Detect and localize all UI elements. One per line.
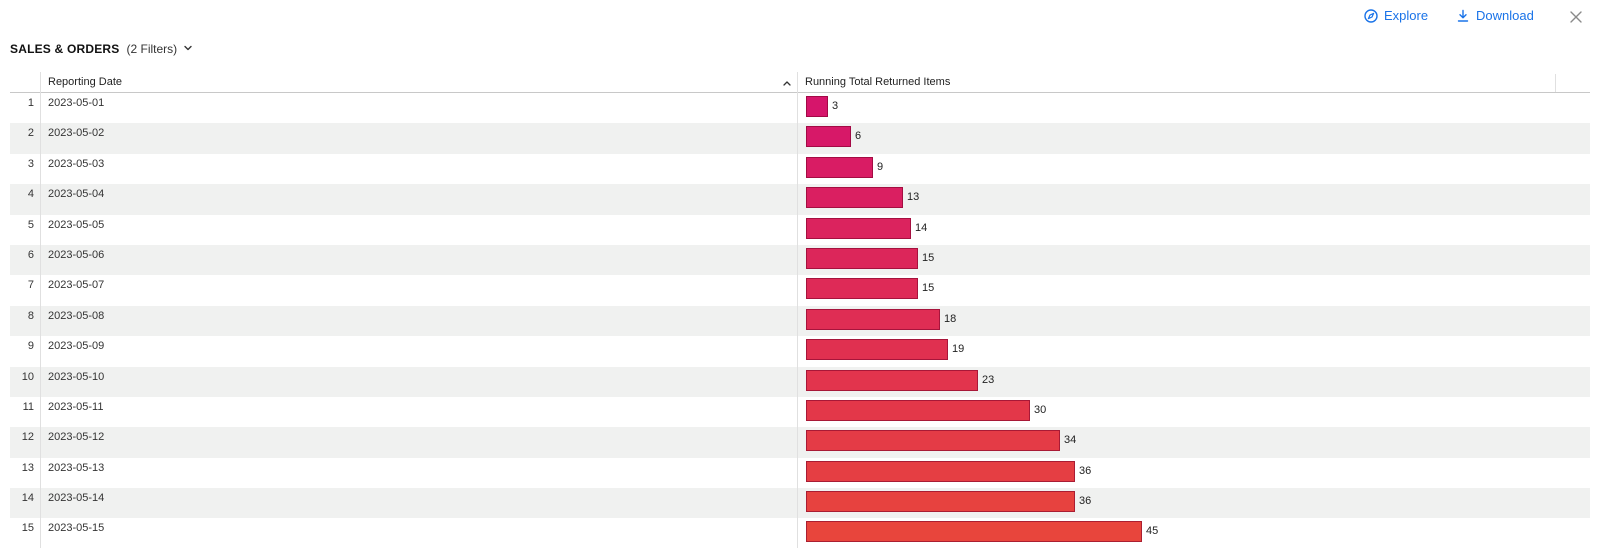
row-index: 10: [21, 370, 34, 383]
download-button[interactable]: Download: [1456, 8, 1534, 23]
value-label: 6: [855, 130, 862, 143]
reporting-date-cell: 2023-05-09: [48, 340, 105, 353]
reporting-date-cell: 2023-05-06: [48, 248, 105, 261]
table-row[interactable]: 13 2023-05-13 36: [10, 458, 1590, 488]
value-bar: [806, 491, 1075, 513]
value-label: 30: [1034, 403, 1047, 416]
row-index: 11: [22, 400, 34, 413]
row-index: 2: [27, 127, 34, 140]
value-label: 19: [952, 343, 965, 356]
column-divider: [40, 72, 41, 548]
value-bar: [806, 156, 873, 178]
reporting-date-cell: 2023-05-13: [48, 461, 105, 474]
value-bar: [806, 339, 948, 361]
value-label: 13: [907, 191, 920, 204]
reporting-date-cell: 2023-05-01: [48, 97, 105, 109]
reporting-date-cell: 2023-05-14: [48, 492, 105, 505]
reporting-date-cell: 2023-05-05: [48, 218, 105, 231]
download-icon: [1456, 9, 1470, 23]
reporting-date-cell: 2023-05-10: [48, 370, 105, 383]
value-label: 15: [922, 282, 935, 295]
table-row[interactable]: 11 2023-05-11 30: [10, 397, 1590, 427]
value-label: 23: [982, 373, 995, 386]
value-label: 9: [877, 160, 884, 173]
value-label: 15: [922, 251, 935, 264]
table-row[interactable]: 5 2023-05-05 14: [10, 215, 1590, 245]
value-bar: [806, 96, 828, 117]
row-index: 6: [27, 248, 34, 261]
value-bar: [806, 369, 978, 391]
value-bar: [806, 187, 903, 209]
row-index: 8: [27, 309, 34, 322]
explore-label: Explore: [1384, 8, 1429, 23]
reporting-date-cell: 2023-05-15: [48, 522, 105, 535]
table-row[interactable]: 9 2023-05-09 19: [10, 336, 1590, 366]
value-label: 36: [1079, 464, 1092, 477]
table-row[interactable]: 4 2023-05-04 13: [10, 184, 1590, 215]
value-bar: [806, 521, 1142, 543]
chevron-up-icon[interactable]: [782, 78, 792, 90]
row-index: 14: [21, 492, 34, 505]
row-index: 5: [27, 218, 34, 231]
row-index: 9: [27, 340, 34, 353]
panel-title: SALES & ORDERS: [10, 42, 120, 56]
table-row[interactable]: 15 2023-05-15 45: [10, 518, 1590, 548]
table-row[interactable]: 6 2023-05-06 15: [10, 244, 1590, 276]
value-label: 14: [915, 221, 928, 234]
column-header-reporting-date[interactable]: Reporting Date: [48, 76, 122, 88]
reporting-date-cell: 2023-05-12: [48, 431, 105, 444]
column-divider[interactable]: [797, 72, 798, 548]
value-bar: [806, 126, 851, 148]
row-index: 12: [21, 431, 34, 444]
reporting-date-cell: 2023-05-07: [48, 279, 105, 292]
close-icon[interactable]: [1568, 9, 1584, 25]
row-index: 7: [27, 279, 34, 292]
row-index: 15: [21, 522, 34, 535]
value-label: 18: [944, 312, 957, 325]
table-row[interactable]: 2 2023-05-02 6: [10, 123, 1590, 154]
chevron-down-icon[interactable]: [183, 42, 193, 56]
filters-toggle[interactable]: (2 Filters): [126, 42, 178, 56]
table-row[interactable]: 1 2023-05-01 3: [10, 93, 1590, 123]
compass-icon: [1364, 8, 1378, 23]
row-index: 3: [27, 157, 34, 170]
column-divider: [1555, 74, 1556, 92]
row-index: 4: [27, 188, 34, 201]
value-label: 45: [1146, 525, 1159, 538]
row-index: 13: [21, 461, 34, 474]
table-row[interactable]: 3 2023-05-03 9: [10, 154, 1590, 184]
value-bar: [806, 308, 940, 330]
panel-header: SALES & ORDERS (2 Filters): [10, 42, 193, 56]
table-row[interactable]: 7 2023-05-07 15: [10, 275, 1590, 305]
download-label: Download: [1476, 8, 1534, 23]
value-bar: [806, 399, 1030, 421]
value-bar: [806, 217, 911, 239]
table-body: 1 2023-05-01 3 2 2023-05-02 6 3 2023-05-03 9 4 202…: [10, 93, 1590, 549]
explore-button[interactable]: Explore: [1364, 8, 1428, 23]
top-toolbar: Explore Download: [0, 0, 1600, 34]
value-label: 3: [832, 100, 839, 112]
value-bar: [806, 278, 918, 300]
reporting-date-cell: 2023-05-03: [48, 157, 105, 170]
table-row[interactable]: 12 2023-05-12 34: [10, 427, 1590, 458]
data-table: Reporting Date Running Total Returned It…: [10, 72, 1590, 549]
table-header: Reporting Date Running Total Returned It…: [10, 72, 1590, 93]
reporting-date-cell: 2023-05-04: [48, 188, 105, 201]
table-row[interactable]: 8 2023-05-08 18: [10, 305, 1590, 337]
reporting-date-cell: 2023-05-02: [48, 127, 105, 140]
reporting-date-cell: 2023-05-08: [48, 309, 105, 322]
reporting-date-cell: 2023-05-11: [48, 400, 104, 413]
value-label: 34: [1064, 434, 1077, 447]
value-bar: [806, 247, 918, 269]
table-row[interactable]: 14 2023-05-14 36: [10, 488, 1590, 519]
value-bar: [806, 460, 1075, 482]
row-index: 1: [27, 97, 34, 109]
table-row[interactable]: 10 2023-05-10 23: [10, 366, 1590, 397]
value-label: 36: [1079, 495, 1092, 508]
column-header-running-total[interactable]: Running Total Returned Items: [805, 76, 951, 88]
value-bar: [806, 430, 1060, 452]
